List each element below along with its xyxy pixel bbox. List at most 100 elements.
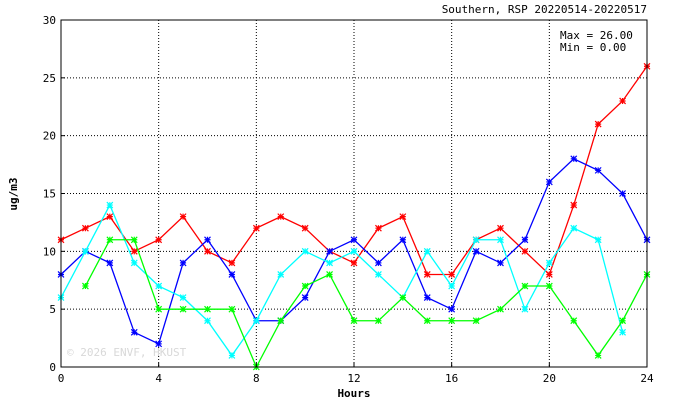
- data-point: [619, 97, 627, 105]
- data-point: [350, 317, 358, 325]
- data-point: [594, 166, 602, 174]
- data-point: [619, 317, 627, 325]
- data-point: [179, 294, 187, 302]
- data-point: [570, 201, 578, 209]
- y-tick-label: 10: [43, 245, 56, 258]
- data-point: [472, 247, 480, 255]
- data-point: [228, 259, 236, 267]
- data-point: [277, 317, 285, 325]
- data-point: [521, 236, 529, 244]
- data-point: [301, 247, 309, 255]
- data-point: [179, 213, 187, 221]
- x-axis-label: Hours: [337, 387, 370, 400]
- data-point: [130, 328, 138, 336]
- data-point: [204, 317, 211, 325]
- y-tick-label: 25: [43, 72, 56, 85]
- data-point: [204, 305, 211, 313]
- copyright-watermark: © 2026 ENVF, HKUST: [67, 346, 187, 359]
- data-point: [350, 236, 358, 244]
- data-point: [130, 259, 138, 267]
- data-point: [252, 317, 260, 325]
- data-point: [350, 259, 358, 267]
- x-tick-label: 0: [58, 372, 65, 385]
- data-point: [399, 213, 407, 221]
- data-point: [277, 213, 285, 221]
- data-point: [570, 317, 578, 325]
- x-tick-label: 20: [543, 372, 556, 385]
- y-tick-label: 20: [43, 130, 56, 143]
- data-point: [228, 352, 236, 359]
- data-point: [155, 236, 163, 244]
- data-point: [374, 224, 382, 232]
- data-point: [374, 317, 382, 325]
- data-point: [301, 224, 309, 232]
- data-point: [619, 190, 627, 197]
- x-tick-label: 16: [445, 372, 458, 385]
- data-point: [521, 305, 529, 313]
- data-point: [155, 340, 163, 348]
- data-point: [277, 271, 285, 278]
- data-point: [106, 259, 114, 267]
- data-point: [301, 294, 309, 302]
- data-point: [521, 247, 529, 255]
- min-stat: Min = 0.00: [560, 41, 626, 54]
- data-point: [301, 282, 309, 290]
- data-point: [204, 236, 211, 244]
- data-point: [326, 271, 334, 278]
- series-4: [81, 236, 651, 371]
- y-axis-label: ug/m3: [7, 177, 20, 210]
- data-point: [374, 259, 382, 267]
- y-tick-label: 15: [43, 188, 56, 201]
- chart-title: Southern, RSP 20220514-20220517: [442, 3, 647, 16]
- data-point: [619, 328, 627, 336]
- series-layer: [57, 62, 651, 371]
- grid-lines: [61, 20, 647, 367]
- data-point: [497, 236, 504, 244]
- data-point: [448, 282, 456, 290]
- axis-ticks: 0 4 8 12 16 20 24 0 5 10 15 20 25 30: [43, 14, 654, 385]
- data-point: [130, 247, 138, 255]
- data-point: [81, 224, 89, 232]
- data-point: [374, 271, 382, 278]
- series-line: [84, 239, 648, 369]
- data-point: [179, 305, 187, 313]
- data-point: [545, 259, 553, 267]
- data-point: [326, 247, 334, 255]
- x-tick-label: 24: [640, 372, 654, 385]
- x-tick-label: 8: [253, 372, 260, 385]
- data-point: [204, 247, 211, 255]
- x-tick-label: 12: [347, 372, 360, 385]
- data-point: [448, 271, 456, 278]
- data-point: [521, 282, 529, 290]
- series-1: [57, 62, 651, 278]
- series-line: [60, 203, 624, 357]
- data-point: [497, 305, 504, 313]
- data-point: [81, 247, 89, 255]
- data-point: [326, 259, 334, 267]
- data-point: [472, 317, 480, 325]
- data-point: [350, 247, 358, 255]
- data-point: [594, 236, 602, 244]
- data-point: [106, 201, 114, 209]
- data-point: [448, 305, 456, 313]
- data-point: [252, 224, 260, 232]
- data-point: [472, 236, 480, 244]
- y-tick-label: 5: [49, 303, 56, 316]
- data-point: [228, 305, 236, 313]
- max-stat: Max = 26.00: [560, 29, 633, 42]
- data-point: [423, 247, 431, 255]
- data-point: [423, 294, 431, 302]
- data-point: [545, 271, 553, 278]
- data-point: [106, 213, 114, 221]
- data-point: [106, 236, 114, 244]
- data-point: [423, 271, 431, 278]
- data-point: [155, 305, 163, 313]
- y-tick-label: 30: [43, 14, 56, 27]
- data-point: [497, 224, 504, 232]
- series-3: [57, 201, 627, 359]
- data-point: [399, 294, 407, 302]
- data-point: [228, 271, 236, 278]
- data-point: [594, 352, 602, 359]
- data-point: [545, 282, 553, 290]
- data-point: [594, 120, 602, 128]
